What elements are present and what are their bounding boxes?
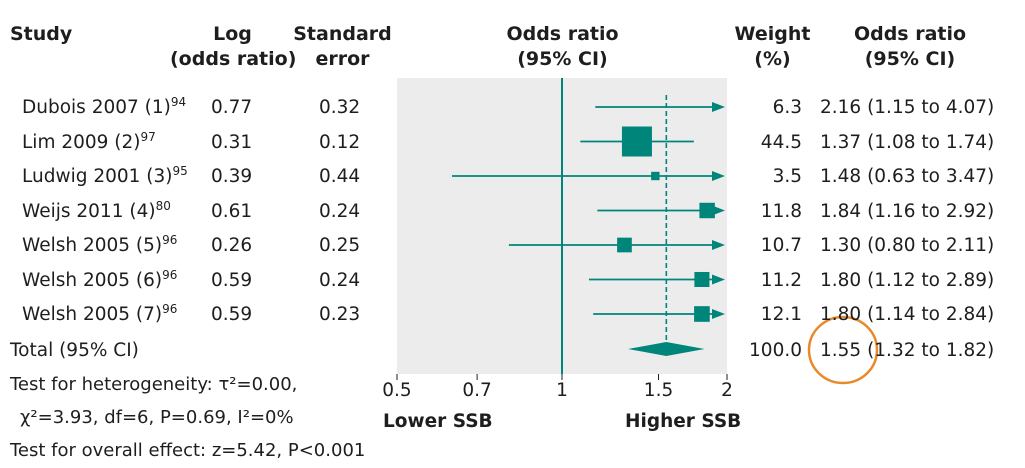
study-name: Ludwig 2001 (3)95 [22, 165, 188, 189]
x-tick-label: 2 [721, 380, 733, 401]
ci-arrow [712, 274, 725, 285]
x-tick-label: 0.7 [462, 380, 491, 401]
header-odds-ratio-text: Odds ratio (95% CI) [853, 23, 967, 70]
standard-error: 0.32 [319, 97, 361, 118]
reference-number: 97 [140, 129, 156, 144]
study-label: Welsh 2005 (7) [22, 304, 163, 325]
log-odds-ratio: 0.26 [211, 235, 253, 256]
pooled-diamond [628, 342, 705, 356]
weight-value: 12.1 [760, 304, 802, 325]
study-name: Dubois 2007 (1)94 [22, 96, 186, 120]
heterogeneity-line-2: χ²=3.93, df=6, P=0.69, I²=0% [20, 407, 294, 428]
standard-error: 0.23 [319, 304, 361, 325]
overall-effect-test: Test for overall effect: z=5.42, P<0.001 [10, 440, 366, 461]
x-tick-label: 1 [556, 380, 568, 401]
weight-value: 11.2 [760, 269, 802, 291]
reference-number: 96 [162, 267, 178, 282]
standard-error: 0.12 [319, 131, 361, 153]
study-name: Welsh 2005 (7)96 [22, 303, 177, 327]
odds-ratio-ci: 1.48 (0.63 to 3.47) [820, 166, 995, 187]
header-study: Study [10, 23, 73, 45]
study-name: Lim 2009 (2)97 [22, 129, 156, 155]
standard-error: 0.24 [319, 200, 361, 222]
weight-value: 6.3 [772, 97, 802, 118]
study-marker [617, 237, 632, 253]
x-tick-label: 0.5 [382, 380, 411, 401]
standard-error: 0.44 [319, 166, 361, 187]
odds-ratio-ci: 1.37 (1.08 to 1.74) [820, 131, 995, 153]
log-odds-ratio: 0.59 [211, 269, 253, 291]
header-standard-error: Standard error [293, 23, 392, 70]
ci-arrow [712, 205, 725, 216]
log-odds-ratio: 0.31 [211, 131, 253, 153]
study-name: Weijs 2011 (4)80 [22, 198, 171, 224]
ci-arrow [712, 309, 725, 319]
study-name: Welsh 2005 (6)96 [22, 267, 178, 293]
weight-value: 10.7 [760, 235, 802, 256]
ci-arrow [712, 240, 725, 250]
weight-value: 11.8 [760, 200, 802, 222]
standard-error: 0.25 [319, 235, 361, 256]
study-label: Lim 2009 (2) [22, 131, 141, 153]
study-label: Ludwig 2001 (3) [22, 166, 173, 187]
odds-ratio-ci: 1.80 (1.12 to 2.89) [820, 269, 995, 291]
odds-ratio-ci: 1.80 (1.14 to 2.84) [820, 304, 995, 325]
highlight-circle [807, 315, 879, 385]
odds-ratio-ci: 2.16 (1.15 to 4.07) [820, 97, 995, 118]
x-tick-label: 1.5 [644, 380, 673, 401]
total-weight: 100.0 [749, 340, 802, 361]
header-weight: Weight (%) [734, 23, 811, 70]
total-or-ci: 1.55 (1.32 to 1.82) [820, 340, 995, 361]
log-odds-ratio: 0.39 [211, 166, 253, 187]
higher-ssb-label: Higher SSB [625, 411, 742, 432]
reference-number: 96 [162, 301, 178, 316]
reference-number: 96 [162, 232, 178, 247]
study-marker [699, 202, 715, 219]
study-marker [621, 126, 652, 157]
ci-arrow [712, 171, 725, 181]
study-label: Weijs 2011 (4) [22, 200, 156, 222]
header-log-odds-ratio: Log (odds ratio) [170, 23, 297, 70]
study-label: Dubois 2007 (1) [22, 97, 171, 118]
study-marker [651, 171, 660, 181]
log-odds-ratio: 0.61 [211, 200, 253, 222]
ci-arrow [712, 102, 725, 112]
study-label: Welsh 2005 (6) [22, 269, 163, 291]
study-marker [694, 271, 710, 288]
odds-ratio-ci: 1.84 (1.16 to 2.92) [820, 200, 995, 222]
study-marker [694, 306, 710, 322]
reference-number: 80 [155, 198, 171, 213]
heterogeneity-line-1: Test for heterogeneity: τ²=0.00, [10, 374, 298, 395]
header-odds-ratio-plot: Odds ratio (95% CI) [506, 23, 619, 70]
reference-number: 94 [170, 94, 187, 109]
total-label: Total (95% CI) [10, 340, 139, 361]
study-name: Welsh 2005 (5)96 [22, 234, 177, 258]
study-label: Welsh 2005 (5) [22, 235, 163, 256]
weight-value: 3.5 [772, 166, 802, 187]
weight-value: 44.5 [760, 131, 802, 153]
reference-number: 95 [172, 163, 188, 178]
lower-ssb-label: Lower SSB [383, 411, 493, 432]
odds-ratio-ci: 1.30 (0.80 to 2.11) [820, 235, 995, 256]
standard-error: 0.24 [319, 269, 361, 291]
log-odds-ratio: 0.59 [211, 304, 253, 325]
log-odds-ratio: 0.77 [211, 97, 253, 118]
